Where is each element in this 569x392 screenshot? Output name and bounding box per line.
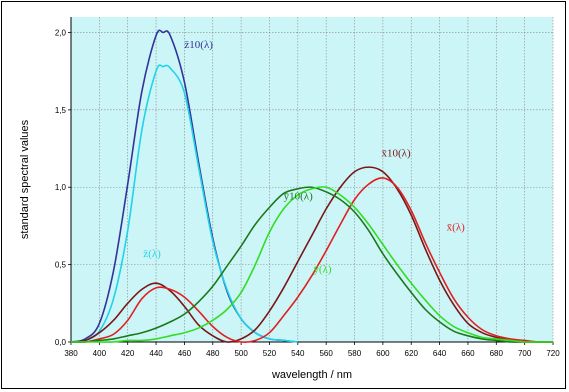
x-tick-label: 640 [433, 349, 447, 358]
x-tick-label: 680 [490, 349, 504, 358]
x-axis-title: wavelength / nm [271, 369, 352, 381]
curve-labels: z̄10(λ) z̄(λ) x̄10(λ) x̄(λ) ȳ10(λ) ȳ(λ) [143, 39, 465, 275]
x-tick-label: 460 [178, 349, 192, 358]
series-line [70, 166, 553, 343]
series-lines [70, 29, 554, 344]
x-tick-label: 420 [121, 349, 135, 358]
x-tick-label: 720 [546, 349, 560, 358]
y-tick-label: 2,0 [55, 28, 67, 37]
series-line [70, 186, 553, 343]
x-tick-label: 480 [206, 349, 220, 358]
x-tick-label: 440 [149, 349, 163, 358]
y-tick-label: 0,0 [55, 338, 67, 347]
curve-label: x̄(λ) [447, 222, 465, 234]
curve-label: ȳ10(λ) [284, 191, 313, 203]
y-tick-label: 1,5 [55, 106, 67, 115]
series-line [70, 177, 554, 344]
y-tick-label: 0,5 [55, 261, 67, 270]
x-tick-label: 580 [348, 349, 362, 358]
x-tick-labels: 380 400 420 440 460 480 500 520 540 560 580 600 620 6… [64, 349, 560, 358]
curve-label: x̄10(λ) [381, 147, 410, 159]
x-tick-label: 380 [64, 349, 78, 358]
x-tick-label: 660 [461, 349, 475, 358]
y-tick-labels: 0,0 0,5 1,0 1,5 2,0 [55, 28, 67, 347]
x-tick-label: 560 [319, 349, 333, 358]
series-line [70, 186, 553, 343]
x-tick-label: 400 [93, 349, 107, 358]
curve-label: ȳ(λ) [313, 263, 331, 275]
x-tick-label: 600 [376, 349, 390, 358]
x-tick-label: 520 [263, 349, 277, 358]
y-tick-label: 1,0 [55, 183, 67, 192]
x-tick-label: 540 [291, 349, 305, 358]
y-axis-title: standard spectral values [19, 119, 31, 239]
x-tick-label: 620 [405, 349, 419, 358]
plot-area [71, 17, 553, 342]
x-tick-label: 500 [234, 349, 248, 358]
x-tick-label: 700 [518, 349, 532, 358]
curve-label: z̄10(λ) [184, 39, 213, 51]
series-line [70, 64, 298, 343]
curve-label: z̄(λ) [143, 248, 161, 260]
